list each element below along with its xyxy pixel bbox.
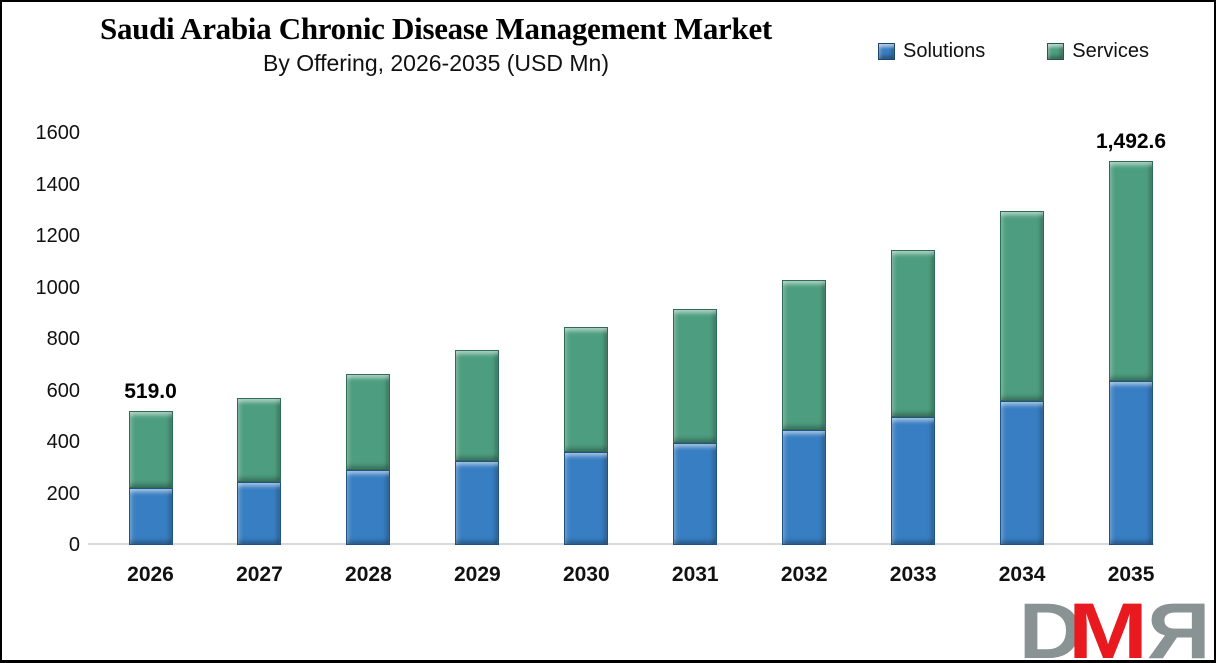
bar-2033-solutions bbox=[891, 417, 936, 545]
bar-2028-solutions bbox=[346, 470, 391, 545]
bar-2027-solutions bbox=[237, 481, 282, 545]
bar-2035-solutions bbox=[1109, 381, 1154, 545]
bar-value-label-2026: 519.0 bbox=[124, 380, 177, 404]
services-swatch-icon bbox=[1047, 43, 1065, 60]
solutions-swatch-icon bbox=[878, 43, 895, 60]
x-axis-label-2034: 2034 bbox=[998, 563, 1046, 586]
y-tick-label: 200 bbox=[46, 482, 80, 505]
chart-subtitle: By Offering, 2026-2035 (USD Mn) bbox=[262, 50, 609, 76]
y-tick-label: 1200 bbox=[35, 225, 81, 247]
legend-label-solutions: Solutions bbox=[903, 40, 986, 62]
y-tick-label: 600 bbox=[46, 379, 80, 402]
x-axis-label-2027: 2027 bbox=[236, 563, 283, 586]
chart-title: Saudi Arabia Chronic Disease Management … bbox=[100, 11, 772, 46]
bar-2032-services bbox=[782, 279, 827, 431]
y-tick-label: 1000 bbox=[35, 276, 81, 299]
bar-2029-services bbox=[455, 349, 500, 462]
bar-2035-services bbox=[1109, 160, 1154, 382]
legend-item-services: Services bbox=[1047, 40, 1149, 63]
y-tick-label: 800 bbox=[46, 328, 80, 350]
bar-2034-services bbox=[1000, 211, 1045, 402]
bar-2027-services bbox=[237, 397, 282, 482]
bar-2030-solutions bbox=[564, 451, 609, 545]
bar-2033-services bbox=[891, 249, 936, 418]
bar-2030-services bbox=[564, 327, 609, 452]
x-axis-baseline bbox=[88, 543, 1154, 545]
y-tick-label: 1400 bbox=[35, 173, 81, 196]
bar-2031-services bbox=[673, 309, 718, 444]
x-axis-label-2031: 2031 bbox=[671, 563, 719, 586]
bar-2028-services bbox=[346, 374, 391, 471]
bar-2031-solutions bbox=[673, 443, 718, 545]
x-axis-label-2033: 2033 bbox=[889, 563, 937, 586]
x-axis-label-2030: 2030 bbox=[562, 563, 610, 586]
y-tick-label: 1600 bbox=[35, 122, 81, 144]
x-axis-label-2035: 2035 bbox=[1107, 563, 1155, 586]
legend-item-solutions: Solutions bbox=[878, 40, 985, 63]
header: Saudi Arabia Chronic Disease Management … bbox=[15, 10, 857, 78]
bar-2032-solutions bbox=[782, 430, 827, 545]
bar-2026-solutions bbox=[128, 488, 173, 545]
x-axis-label-2032: 2032 bbox=[780, 563, 828, 586]
x-axis-label-2026: 2026 bbox=[127, 563, 174, 586]
x-axis-label-2029: 2029 bbox=[453, 563, 501, 586]
legend: Solutions Services bbox=[878, 40, 1149, 63]
y-tick-label: 400 bbox=[46, 431, 80, 453]
bar-2034-solutions bbox=[1000, 401, 1045, 545]
x-axis-label-2028: 2028 bbox=[345, 563, 392, 586]
bar-2029-solutions bbox=[455, 461, 500, 545]
bar-value-label-2035: 1,492.6 bbox=[1096, 129, 1167, 153]
bar-2026-services bbox=[128, 411, 173, 489]
y-tick-label: 0 bbox=[68, 534, 80, 556]
legend-label-services: Services bbox=[1072, 40, 1149, 62]
